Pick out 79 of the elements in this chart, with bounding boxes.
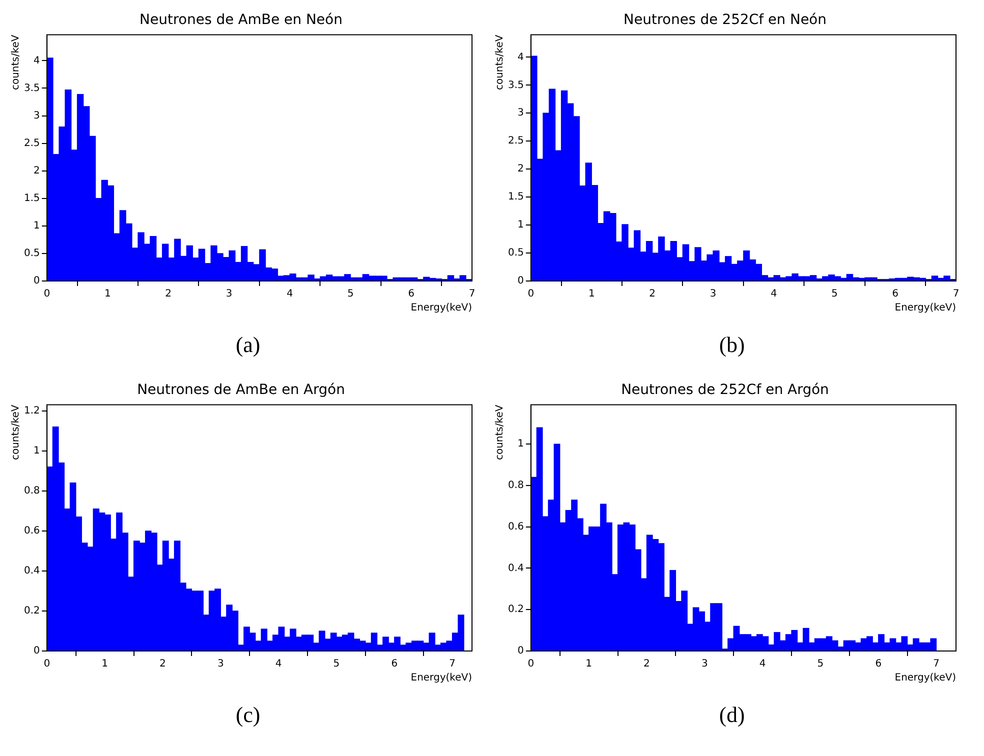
text: (b) [719,332,745,359]
y-tick-label: 0 [518,646,524,657]
x-tick-label: 7 [449,658,456,670]
y-tick-label: 1.2 [24,405,40,416]
x-tick-label: 6 [408,288,414,300]
y-tick-label: 1 [34,445,40,456]
y-tick-label: 0.2 [24,606,40,617]
y-axis-title: counts/keV [10,404,22,460]
y-tick-label: 0.5 [24,248,40,260]
y-tick-label: 2.5 [24,138,40,149]
y-tick-label: 1.5 [24,192,40,204]
y-tick-label: 4 [518,52,524,63]
y-tick-label: 3.5 [24,82,40,94]
x-tick-label: 3 [701,658,708,670]
x-tick-label: 0 [44,288,50,300]
chart-title: Neutrones de 252Cf en Argón [621,382,829,398]
x-tick-label: 3 [217,658,224,670]
x-tick-label: 5 [817,658,824,670]
x-tick-label: 0 [528,288,534,300]
y-tick-label: 0.6 [24,525,40,536]
y-axis-title: counts/keV [494,34,506,90]
y-tick-label: 0.8 [508,480,524,492]
y-tick-label: 1 [518,438,524,450]
y-tick-label: 1 [34,220,40,232]
y-axis-title: counts/keV [10,34,22,90]
x-tick-label: 6 [875,658,882,670]
x-tick-label: 7 [952,288,960,300]
chart-title: Neutrones de 252Cf en Neón [624,12,826,28]
y-tick-label: 1.5 [508,192,524,203]
x-tick-label: 1 [104,288,111,300]
x-tick-label: 7 [933,658,940,670]
x-tick-label: 7 [468,288,476,300]
x-tick-label: 2 [644,658,650,670]
x-tick-label: 5 [333,658,340,670]
y-tick-label: 3 [518,108,524,119]
chart-title: Neutrones de AmBe en Argón [137,382,345,398]
chart-title: Neutrones de AmBe en Neón [140,12,342,28]
x-axis-title: Energy(keV) [894,302,956,314]
x-tick-label: 3 [226,288,232,300]
x-tick-label: 4 [770,288,778,300]
x-tick-label: 2 [160,658,166,670]
y-tick-label: 0 [34,276,40,287]
y-tick-label: 0.2 [508,604,524,616]
x-tick-label: 4 [759,658,766,670]
y-tick-label: 0.8 [24,485,40,496]
y-tick-label: 2.5 [508,136,524,147]
x-axis-title: Energy(keV) [894,672,956,684]
y-tick-label: 0 [518,276,524,287]
y-tick-label: 3.5 [508,80,524,91]
x-tick-label: 2 [649,288,656,300]
x-axis-title: Energy(keV) [410,672,472,684]
x-tick-label: 4 [286,288,294,300]
y-tick-label: 0.5 [508,248,524,259]
x-tick-label: 2 [165,288,172,300]
y-tick-label: 0 [34,646,40,657]
y-tick-label: 4 [34,55,40,66]
y-tick-label: 0.4 [508,562,524,574]
x-tick-label: 1 [586,658,592,670]
x-tick-label: 1 [588,288,595,300]
text: (a) [236,332,260,359]
text: (c) [236,702,260,729]
y-tick-label: 2 [34,165,40,176]
x-tick-label: 6 [892,288,898,300]
x-tick-label: 0 [528,658,534,670]
y-tick-label: 3 [34,110,40,122]
x-tick-label: 5 [347,288,354,300]
y-tick-label: 1 [518,220,524,231]
y-tick-label: 2 [518,164,524,175]
x-tick-label: 0 [44,658,50,670]
x-tick-label: 1 [102,658,108,670]
y-tick-label: 0.6 [508,521,524,532]
text: (d) [719,702,745,729]
x-tick-label: 4 [275,658,282,670]
x-tick-label: 3 [710,288,716,300]
x-tick-label: 6 [391,658,398,670]
y-tick-label: 0.4 [24,566,40,577]
x-tick-label: 5 [831,288,838,300]
x-axis-title: Energy(keV) [410,302,472,314]
y-axis-title: counts/keV [494,404,506,460]
